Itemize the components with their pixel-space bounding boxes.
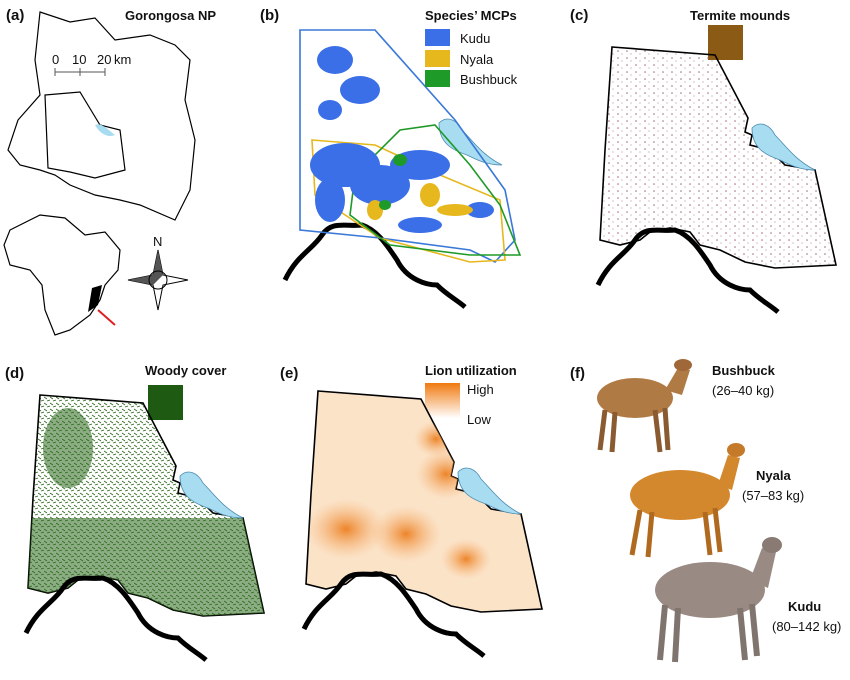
animal-name: Kudu	[788, 599, 821, 614]
animal-name: Nyala	[756, 468, 791, 483]
bushbuck: Bushbuck (26–40 kg)	[597, 359, 776, 453]
panel-label: (e)	[280, 365, 298, 382]
panel-d: (d) Woody cover	[5, 363, 265, 660]
panel-label: (a)	[6, 7, 24, 24]
animal-mass: (57–83 kg)	[742, 488, 804, 503]
legend-high: High	[467, 382, 494, 397]
legend-swatch	[425, 50, 450, 67]
panel-title: Woody cover	[145, 363, 226, 378]
scale-label: 0	[52, 52, 59, 67]
animal-name: Bushbuck	[712, 363, 776, 378]
panel-c: (c) Termite mounds	[570, 7, 837, 312]
panel-label: (d)	[5, 365, 24, 382]
panel-label: (c)	[570, 7, 588, 24]
scale-label: 10	[72, 52, 86, 67]
panel-title: Gorongosa NP	[125, 8, 216, 23]
scale-label: 20	[97, 52, 111, 67]
panel-label: (b)	[260, 7, 279, 24]
legend-label: Kudu	[460, 31, 490, 46]
panel-a: (a) Gorongosa NP 0 10 20 km N	[3, 7, 216, 336]
scale-label: km	[114, 52, 131, 67]
legend-gradient	[425, 383, 460, 418]
panel-title: Lion utilization	[425, 363, 517, 378]
legend-label: Bushbuck	[460, 72, 518, 87]
animal-mass: (80–142 kg)	[772, 619, 841, 634]
legend-label: Nyala	[460, 52, 494, 67]
legend-swatch	[425, 29, 450, 46]
panel-title: Termite mounds	[690, 8, 790, 23]
kudu: Kudu (80–142 kg)	[655, 537, 841, 663]
panel-label: (f)	[570, 365, 585, 382]
panel-title: Species’ MCPs	[425, 8, 517, 23]
animal-mass: (26–40 kg)	[712, 383, 774, 398]
legend-swatch	[148, 385, 183, 420]
panel-b: (b) Species’ MCPs Kudu Nyala Bushbuck	[260, 7, 522, 307]
legend-swatch	[425, 70, 450, 87]
nyala: Nyala (57–83 kg)	[629, 443, 804, 558]
legend-low: Low	[467, 412, 491, 427]
panel-e: (e) Lion utilization High Low	[280, 363, 543, 656]
compass-label: N	[153, 234, 162, 249]
panel-f: (f) Bushbuck (26–40 kg) Nyala (57–83 kg)…	[570, 359, 841, 663]
